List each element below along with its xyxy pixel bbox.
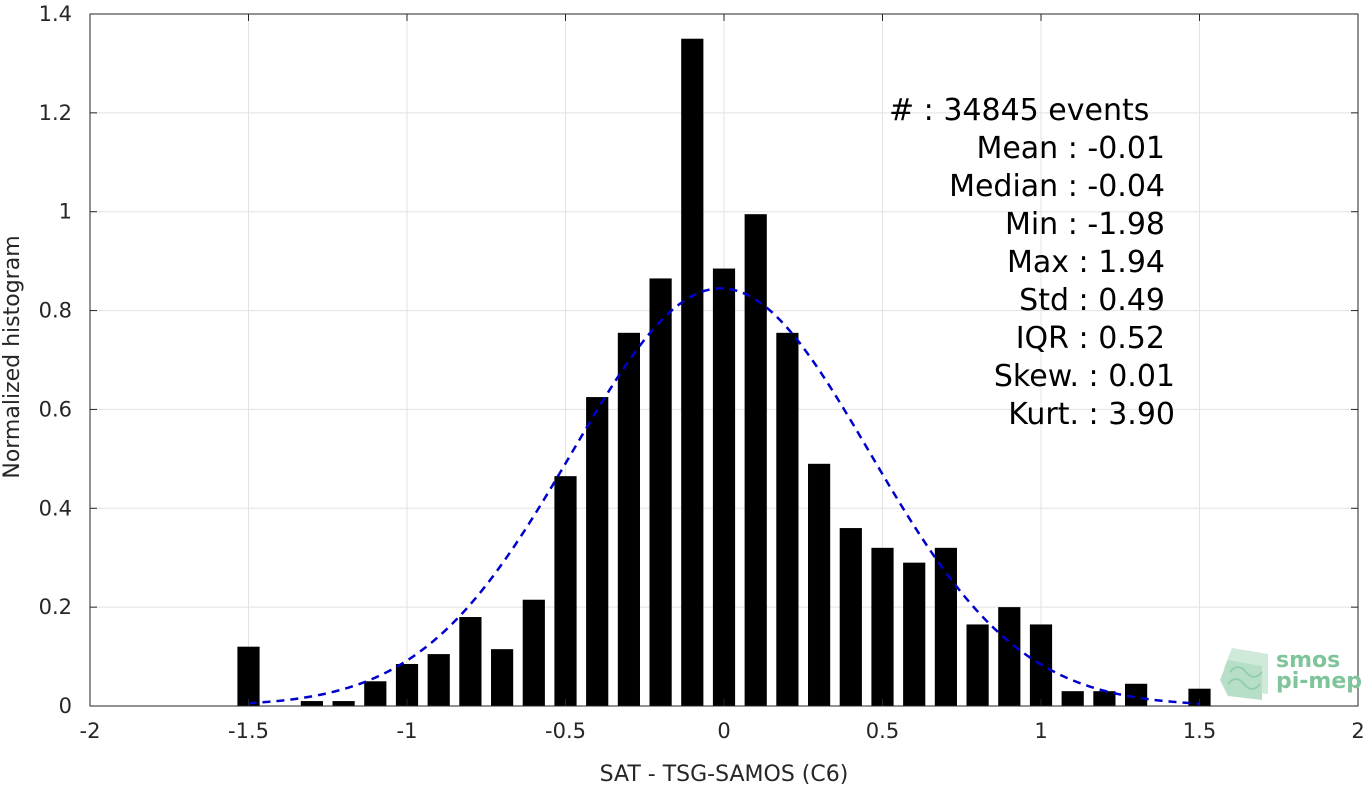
x-tick-label: -2: [80, 719, 101, 743]
y-tick-label: 0.6: [39, 397, 72, 421]
x-tick-label: 0: [717, 719, 730, 743]
logo-line1: smos: [1276, 648, 1340, 673]
histogram-bar: [808, 463, 831, 706]
x-tick-label: -1: [397, 719, 418, 743]
histogram-bar: [522, 599, 545, 706]
histogram-bar: [934, 547, 957, 706]
histogram-bar: [237, 646, 260, 706]
y-tick-label: 1.4: [39, 2, 72, 26]
histogram-bar: [776, 332, 799, 706]
x-tick-label: 1: [1034, 719, 1047, 743]
y-tick-label: 0.4: [39, 496, 72, 520]
statistics-box: # : 34845 events Mean : -0.01 Median : -…: [889, 93, 1175, 432]
stat-events: # : 34845 events: [889, 93, 1149, 128]
stat-max: Max : 1.94: [1007, 245, 1165, 280]
histogram-bar: [1061, 691, 1084, 706]
histogram-bar: [903, 562, 926, 706]
histogram-bar: [744, 214, 767, 706]
stat-std: Std : 0.49: [1019, 283, 1165, 318]
histogram-bar: [554, 476, 577, 706]
histogram-bar: [871, 547, 894, 706]
y-tick-label: 0: [59, 694, 72, 718]
histogram-bar: [1125, 683, 1148, 706]
x-tick-label: -1.5: [228, 719, 269, 743]
stat-skew: Skew. : 0.01: [994, 359, 1175, 394]
histogram-bar: [966, 624, 989, 706]
x-tick-label: -0.5: [545, 719, 586, 743]
x-tick-label: 0.5: [866, 719, 899, 743]
stat-median: Median : -0.04: [949, 169, 1165, 204]
y-tick-label: 0.2: [39, 595, 72, 619]
histogram-bar: [839, 528, 862, 706]
histogram-bar: [395, 663, 419, 706]
histogram-bar: [332, 701, 355, 706]
y-tick-label: 1.2: [39, 101, 72, 125]
gaussian-fit-curve: [248, 287, 1200, 705]
y-axis-ticks: 0 0.2 0.4 0.6 0.8 1 1.2 1.4: [39, 2, 1358, 718]
y-tick-label: 1: [59, 200, 72, 224]
stat-iqr: IQR : 0.52: [1016, 321, 1165, 356]
histogram-bar: [712, 268, 736, 706]
histogram-bar: [617, 332, 640, 706]
stat-kurt: Kurt. : 3.90: [1008, 397, 1175, 432]
smos-pi-mep-logo: smos pi-mep: [1220, 648, 1362, 700]
histogram-bar: [586, 397, 609, 706]
x-tick-label: 2: [1351, 719, 1364, 743]
x-tick-label: 1.5: [1183, 719, 1216, 743]
histogram-bar: [364, 681, 387, 706]
y-axis-label: Normalized histogram: [0, 235, 25, 478]
histogram-bar: [300, 701, 323, 706]
histogram-bar: [491, 649, 514, 706]
stat-mean: Mean : -0.01: [976, 131, 1165, 166]
logo-line2: pi-mep: [1276, 669, 1362, 694]
logo-wave-icon: [1220, 648, 1268, 700]
histogram-bar: [681, 38, 704, 706]
y-tick-label: 0.8: [39, 299, 72, 323]
x-axis-label: SAT - TSG-SAMOS (C6): [600, 762, 849, 785]
stat-min: Min : -1.98: [1005, 207, 1165, 242]
histogram-bar: [427, 654, 450, 706]
histogram-bars: [237, 38, 1211, 706]
histogram-bar: [1093, 691, 1116, 706]
histogram-bar: [1188, 688, 1211, 706]
histogram-bar: [998, 607, 1021, 706]
histogram-bar: [649, 278, 672, 706]
x-axis-ticks: -2 -1.5 -1 -0.5 0 0.5 1 1.5 2: [80, 14, 1365, 743]
histogram-bar: [459, 617, 482, 706]
